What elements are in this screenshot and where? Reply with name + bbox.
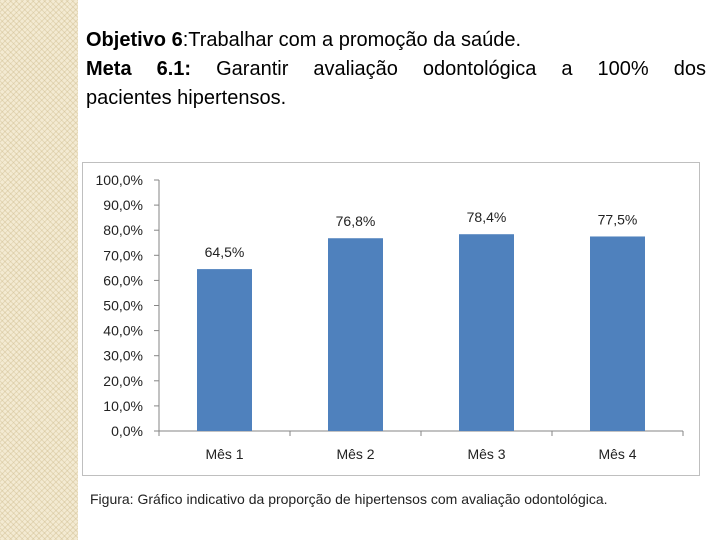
data-label: 77,5% — [598, 211, 638, 227]
data-label: 76,8% — [336, 213, 376, 229]
y-tick-label: 60,0% — [103, 272, 143, 288]
y-tick-label: 0,0% — [111, 423, 143, 439]
goal-label: Meta 6.1: — [86, 58, 192, 80]
goal-text-line1: Garantir avaliação odontológica a 100% d… — [191, 58, 706, 80]
data-label: 64,5% — [205, 244, 245, 260]
objective-label: Objetivo 6 — [86, 29, 183, 51]
y-tick-label: 70,0% — [103, 247, 143, 263]
x-tick-label: Mês 1 — [205, 446, 243, 462]
y-tick-label: 20,0% — [103, 373, 143, 389]
objective-text: :Trabalhar com a promoção da saúde. — [182, 29, 522, 51]
bar — [459, 234, 514, 431]
x-tick-label: Mês 2 — [336, 446, 374, 462]
y-tick-label: 50,0% — [103, 298, 143, 314]
goal-text-line2: pacientes hipertensos. — [86, 87, 287, 109]
y-tick-label: 90,0% — [103, 197, 143, 213]
x-tick-label: Mês 3 — [467, 446, 505, 462]
y-tick-label: 10,0% — [103, 398, 143, 414]
bar — [197, 269, 252, 431]
goal-line-1: Meta 6.1: Garantir avaliação odontológic… — [86, 55, 706, 84]
y-tick-label: 100,0% — [96, 172, 143, 188]
data-label: 78,4% — [467, 209, 507, 225]
y-tick-label: 40,0% — [103, 323, 143, 339]
objective-text-block: Objetivo 6:Trabalhar com a promoção da s… — [86, 26, 706, 113]
bar — [590, 236, 645, 431]
chart-frame: 0,0% 10,0% 20,0% 30,0% 40,0% 50,0% 60,0% 70,0% 8… — [82, 162, 700, 476]
y-tick-label: 30,0% — [103, 348, 143, 364]
y-tick-label: 80,0% — [103, 222, 143, 238]
bar-chart: 0,0% 10,0% 20,0% 30,0% 40,0% 50,0% 60,0% 70,0% 8… — [96, 172, 684, 462]
bar — [328, 238, 383, 431]
decorative-side-strip — [0, 0, 78, 540]
objective-line: Objetivo 6:Trabalhar com a promoção da s… — [86, 26, 706, 55]
x-tick-label: Mês 4 — [598, 446, 636, 462]
figure-caption: Figura: Gráfico indicativo da proporção … — [90, 491, 608, 507]
